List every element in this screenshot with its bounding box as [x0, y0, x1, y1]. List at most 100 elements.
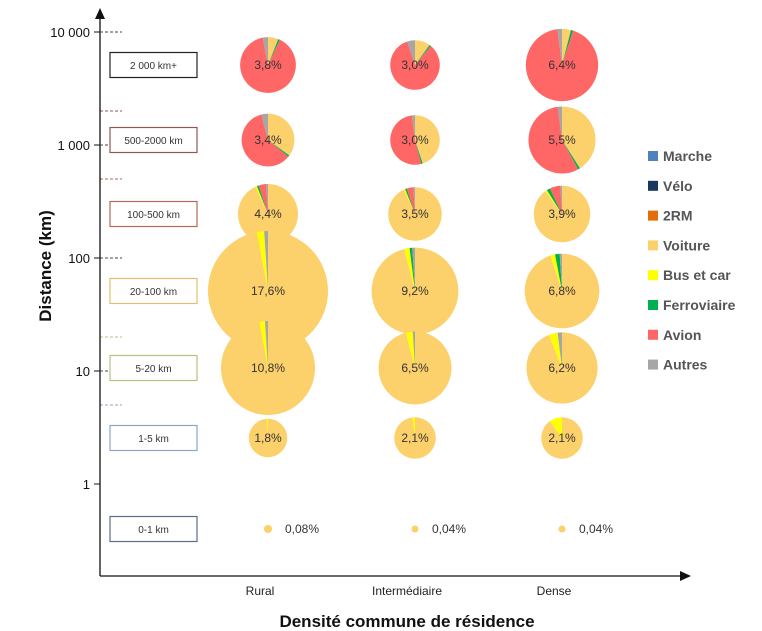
legend-label: 2RM: [663, 208, 693, 224]
pie-slice: [562, 28, 571, 65]
x-category-label: Rural: [246, 584, 275, 598]
pie-slice: [550, 254, 562, 291]
pie-slice: [415, 115, 440, 164]
distance-band-box: [109, 126, 198, 154]
pie-percent-label: 0,04%: [579, 522, 613, 536]
pie-slice: [407, 40, 415, 65]
pie-chart: 9,2%: [371, 247, 459, 335]
pie-slice: [264, 231, 268, 291]
y-tick-label: 10 000: [50, 25, 90, 40]
pie-chart: 0,04%: [411, 522, 466, 536]
pie-chart: 5,5%: [528, 106, 596, 174]
pie-slice: [411, 115, 415, 140]
distance-band-box: [109, 200, 198, 228]
distance-band-label: 5-20 km: [135, 364, 171, 375]
pie-percent-label: 0,04%: [432, 522, 466, 536]
x-category-labels: Rural Intermédiaire Dense: [246, 584, 572, 598]
pie-slice: [394, 417, 436, 459]
pie-chart: 3,0%: [390, 40, 440, 90]
pie-percent-label: 9,2%: [401, 284, 429, 298]
pie-percent-label: 3,4%: [254, 133, 282, 147]
distance-band-box: [109, 51, 198, 79]
pie-slice: [525, 29, 599, 102]
pie-slice: [241, 114, 289, 167]
pie-chart: 6,8%: [524, 253, 600, 329]
pie-slice: [403, 189, 415, 214]
legend-label: Autres: [663, 357, 708, 373]
pie-slice: [268, 37, 279, 65]
pie-slice: [411, 525, 419, 533]
x-axis-arrow-icon: [680, 571, 691, 581]
legend-swatch: [648, 270, 658, 281]
y-tick-label: 1: [83, 477, 90, 492]
distance-band-boxes: 2 000 km+ 500-2000 km 100-500 km 20-100 km 5…: [109, 51, 198, 543]
pie-slice: [555, 253, 562, 291]
pie-slice: [268, 140, 290, 157]
x-category-label: Dense: [537, 584, 572, 598]
pie-slice: [548, 332, 562, 368]
pie-chart: 3,0%: [390, 115, 440, 165]
pie-chart: 3,9%: [533, 185, 591, 243]
pie-percent-label: 6,5%: [401, 361, 429, 375]
pie-chart: 6,5%: [378, 331, 452, 405]
pie-percent-label: 3,0%: [401, 133, 429, 147]
legend-swatch: [648, 300, 658, 310]
pie-slice: [208, 231, 329, 352]
pie-chart: 6,2%: [526, 332, 598, 404]
distance-band-box: [109, 515, 198, 543]
distance-band-label: 2 000 km+: [130, 61, 177, 72]
distance-band-label: 500-2000 km: [124, 136, 182, 147]
pie-slice: [390, 115, 422, 165]
pie-chart: 2,1%: [394, 417, 436, 459]
pie-slice: [378, 331, 452, 405]
pie-slice: [255, 186, 268, 214]
pie-slice: [557, 28, 562, 65]
pie-percent-label: 6,4%: [548, 58, 576, 72]
pie-slice: [405, 188, 415, 214]
pie-slice: [256, 185, 268, 214]
pie-slice: [406, 187, 415, 214]
pie-slice: [265, 320, 268, 368]
pie-slice: [557, 106, 562, 140]
pie-slice: [412, 417, 415, 438]
pie-slice: [415, 40, 430, 65]
pie-slice: [524, 253, 600, 329]
pie-chart: 6,4%: [525, 28, 599, 102]
pie-slice: [413, 187, 415, 214]
pie-slice: [268, 113, 295, 156]
pie-chart: 0,04%: [558, 522, 613, 536]
pie-chart: 3,4%: [241, 113, 295, 167]
pie-chart: 4,4%: [238, 184, 298, 245]
pie-chart: 1,8%: [248, 418, 288, 458]
pie-chart: 3,8%: [240, 37, 296, 93]
pie-slice: [405, 331, 415, 368]
y-tick-label: 10: [76, 364, 90, 379]
y-axis-title: Distance (km): [36, 210, 55, 321]
pie-slice: [262, 37, 268, 65]
pie-percent-label: 2,1%: [401, 431, 429, 445]
pie-slice: [409, 247, 415, 291]
pie-percent-label: 3,0%: [401, 58, 429, 72]
pie-slice: [388, 187, 442, 241]
legend-label: Marche: [663, 148, 712, 164]
y-ticks: 1 10 100 1 000 10 000: [50, 25, 122, 492]
pie-slice: [412, 331, 415, 368]
distance-band-label: 1-5 km: [138, 434, 169, 445]
distance-band-box: [109, 277, 198, 305]
distance-band-label: 0-1 km: [138, 525, 169, 536]
pie-percent-label: 5,5%: [548, 133, 576, 147]
pie-slice: [562, 29, 574, 65]
pie-chart: 0,08%: [263, 522, 319, 536]
pie-slice: [261, 113, 268, 140]
pies: 3,8% 3,0% 6,4% 3,4% 3,0% 5,5% 4,4% 3,5% 3,9% 17,6…: [208, 28, 613, 536]
pie-slice: [240, 37, 296, 93]
legend-label: Avion: [663, 327, 701, 343]
pie-slice: [549, 417, 562, 438]
pie-slice: [558, 525, 566, 533]
pie-slice: [412, 247, 415, 291]
legend-label: Vélo: [663, 178, 693, 194]
pie-slice: [415, 140, 423, 164]
pie-percent-label: 10,8%: [251, 361, 285, 375]
pie-slice: [404, 247, 415, 291]
axes: [95, 8, 691, 581]
